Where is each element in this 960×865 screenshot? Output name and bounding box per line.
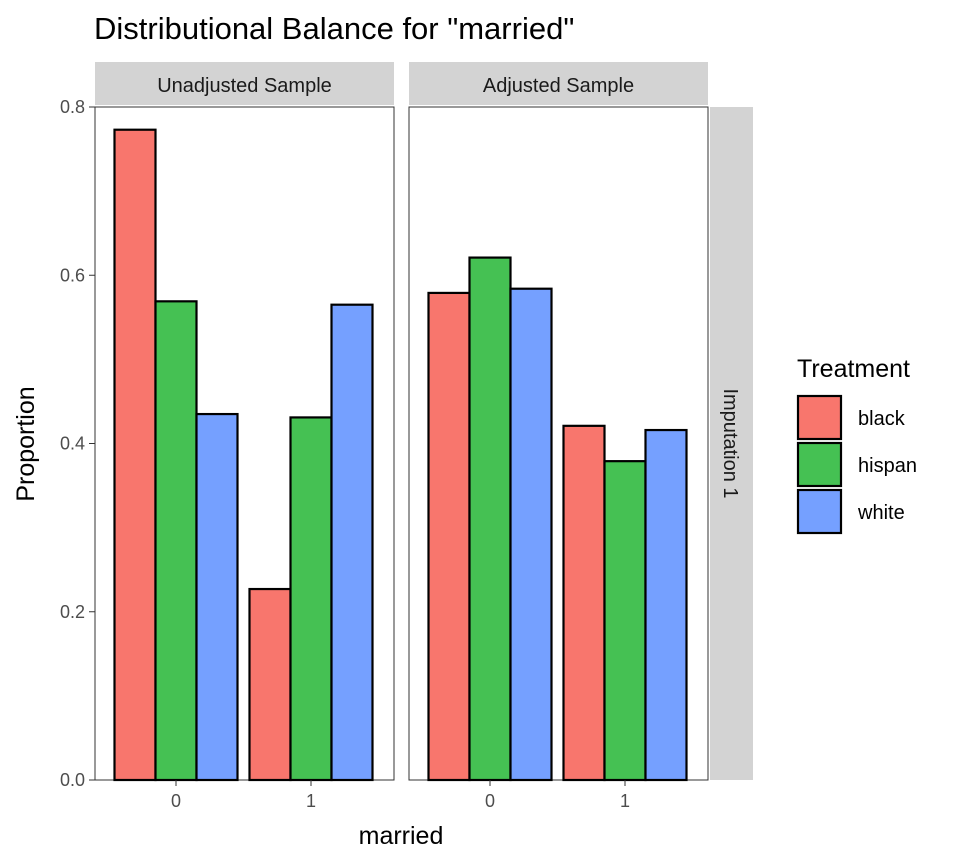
bar-black-1 — [562, 424, 606, 782]
y-tick-label: 0.4 — [60, 434, 85, 454]
legend-label-white: white — [857, 502, 905, 524]
legend: Treatment black hispan white — [796, 355, 917, 535]
y-tick-label: 0.2 — [60, 602, 85, 622]
row-strip: Imputation 1 — [710, 107, 753, 780]
bar-hispan-0 — [468, 256, 512, 782]
bar-black-0 — [427, 291, 471, 782]
legend-title: Treatment — [797, 355, 910, 383]
bar-white-1 — [644, 428, 688, 782]
row-strip-background — [710, 107, 753, 780]
bar-white-0 — [195, 412, 239, 782]
bar-hispan-1 — [289, 416, 333, 782]
bar-black-0 — [113, 128, 157, 782]
x-tick-label: 1 — [306, 791, 316, 811]
facet-panel-1: Adjusted Sample 0 1 — [408, 62, 709, 811]
facet-strip-label: Unadjusted Sample — [157, 75, 332, 97]
legend-swatch-hispan — [796, 441, 843, 488]
legend-swatch-black — [796, 394, 843, 441]
y-tick-label: 0.8 — [60, 97, 85, 117]
facet-strip — [95, 62, 394, 105]
y-axis: 0.0 0.2 0.4 0.6 0.8 — [60, 97, 96, 790]
bar-black-1 — [248, 587, 292, 782]
bar-hispan-0 — [154, 300, 198, 782]
bar-white-1 — [330, 303, 374, 782]
chart-title: Distributional Balance for "married" — [94, 11, 574, 46]
bar-white-0 — [509, 287, 553, 782]
x-tick-label: 1 — [620, 791, 630, 811]
bar-hispan-1 — [603, 460, 647, 782]
x-tick-label: 0 — [485, 791, 495, 811]
facet-panel-0: Unadjusted Sample 0 1 — [94, 62, 395, 811]
y-axis-title: Proportion — [12, 386, 40, 501]
x-axis-title: married — [359, 822, 444, 850]
y-tick-label: 0.6 — [60, 265, 85, 285]
facet-strip-label: Adjusted Sample — [483, 75, 634, 97]
facet-strip — [409, 62, 708, 105]
legend-label-black: black — [858, 408, 906, 430]
legend-label-hispan: hispan — [858, 455, 917, 477]
legend-swatch-white — [796, 488, 843, 535]
x-tick-label: 0 — [171, 791, 181, 811]
row-strip-label: Imputation 1 — [719, 388, 741, 498]
y-tick-label: 0.0 — [60, 770, 85, 790]
facet-panels: Unadjusted Sample 0 1 Adjusted Sample 0 1 — [94, 62, 709, 811]
